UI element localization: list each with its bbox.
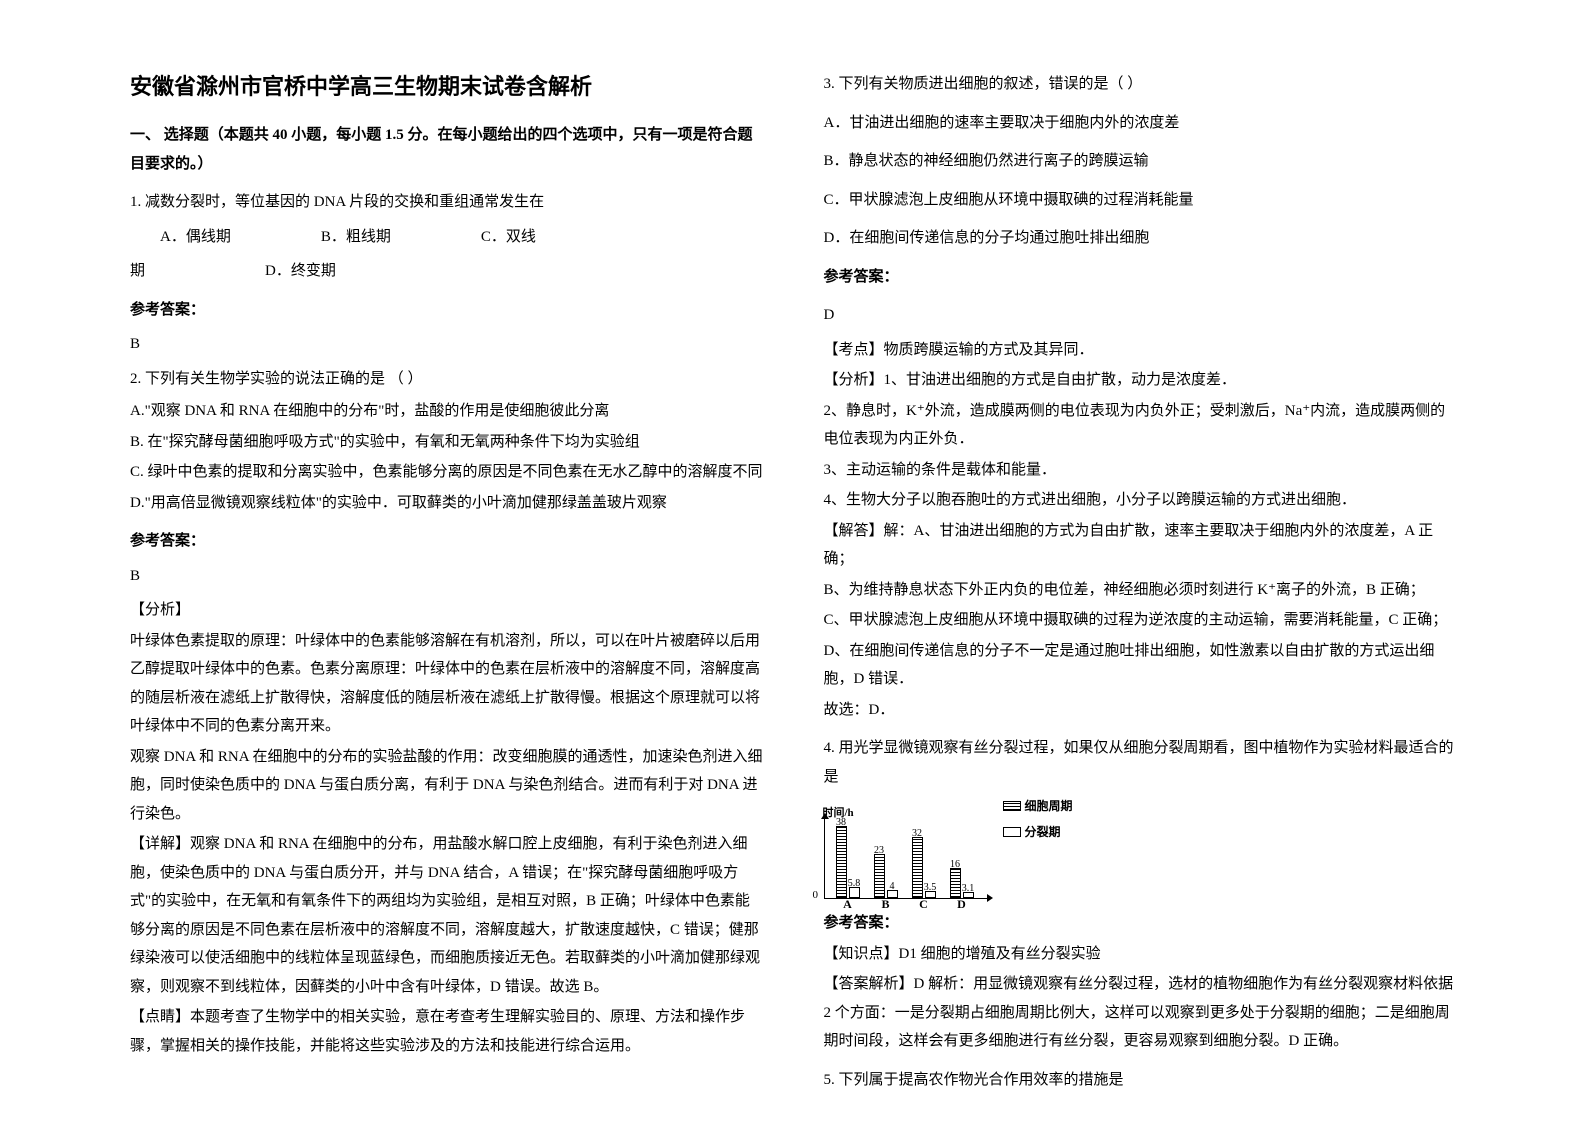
- q2-opt-a: A."观察 DNA 和 RNA 在细胞中的分布"时，盐酸的作用是使细胞彼此分离: [130, 397, 764, 426]
- q3-opt-b: B．静息状态的神经细胞仍然进行离子的跨膜运输: [824, 147, 1458, 176]
- bar-value: 32: [912, 824, 922, 843]
- q3-conclusion: 故选：D．: [824, 696, 1458, 725]
- chart-zero: 0: [813, 885, 819, 906]
- q4-exp: 答案解析D 解析：用显微镜观察有丝分裂过程，选材的植物细胞作为有丝分裂观察材料依…: [824, 970, 1458, 1056]
- q3-opt-d: D．在细胞间传递信息的分子均通过胞吐排出细胞: [824, 224, 1458, 253]
- q4-kp: 知识点D1 细胞的增殖及有丝分裂实验: [824, 940, 1458, 969]
- q3-text: 3. 下列有关物质进出细胞的叙述，错误的是（ ）: [824, 70, 1458, 99]
- q1-answer: B: [130, 330, 764, 359]
- bar-value: 38: [836, 813, 846, 832]
- bar-value: 4: [890, 877, 895, 896]
- bar-cell-cycle: 23: [874, 854, 885, 898]
- q1-options-row1: A．偶线期 B．粗线期 C．双线: [130, 223, 764, 252]
- chart-group: 385.8A: [835, 826, 861, 898]
- q2-point: 点睛本题考查了生物学中的相关实验，意在考查考生理解实验目的、原理、方法和操作步骤…: [130, 1003, 764, 1060]
- q3-fx: 分析1、甘油进出细胞的方式是自由扩散，动力是浓度差．: [824, 366, 1458, 395]
- q2-detail: 详解观察 DNA 和 RNA 在细胞中的分布，用盐酸水解口腔上皮细胞，有利于染色…: [130, 830, 764, 1001]
- q3-fx3: 3、主动运输的条件是载体和能量．: [824, 456, 1458, 485]
- legend-series-1: 细胞周期: [1003, 795, 1073, 818]
- bar-value: 16: [950, 855, 960, 874]
- legend-series-2: 分裂期: [1003, 821, 1073, 844]
- right-column: 3. 下列有关物质进出细胞的叙述，错误的是（ ） A．甘油进出细胞的速率主要取决…: [794, 70, 1488, 1052]
- q3-jd2: B、为维持静息状态下外正内负的电位差，神经细胞必须时刻进行 K⁺离子的外流，B …: [824, 576, 1458, 605]
- bar-cell-cycle: 32: [912, 837, 923, 898]
- q4-text: 4. 用光学显微镜观察有丝分裂过程，如果仅从细胞分裂周期看，图中植物作为实验材料…: [824, 734, 1458, 791]
- q3-kd: 考点物质跨膜运输的方式及其异同．: [824, 336, 1458, 365]
- bar-cell-cycle: 38: [836, 826, 847, 898]
- q2-opt-b: B. 在"探究酵母菌细胞呼吸方式"的实验中，有氧和无氧两种条件下均为实验组: [130, 428, 764, 457]
- q3-answer-label: 参考答案：: [824, 263, 1458, 292]
- q3-fx4: 4、生物大分子以胞吞胞吐的方式进出细胞，小分子以跨膜运输的方式进出细胞．: [824, 486, 1458, 515]
- q1-text: 1. 减数分裂时，等位基因的 DNA 片段的交换和重组通常发生在: [130, 188, 764, 217]
- q2-opt-c: C. 绿叶中色素的提取和分离实验中，色素能够分离的原因是不同色素在无水乙醇中的溶…: [130, 458, 764, 487]
- q1-opt-c: C．双线: [481, 223, 536, 252]
- chart-group: 323.5C: [911, 837, 937, 898]
- q1-opt-b: B．粗线期: [321, 223, 391, 252]
- chart-group-label: A: [843, 893, 852, 916]
- bar-value: 23: [874, 841, 884, 860]
- chart-group-label: B: [881, 893, 889, 916]
- question-5: 5. 下列属于提高农作物光合作用效率的措施是: [824, 1066, 1458, 1095]
- page-title: 安徽省滁州市官桥中学高三生物期末试卷含解析: [130, 70, 764, 103]
- q1-options-row2: 期 D．终变期: [130, 257, 764, 286]
- chart-group-label: C: [919, 893, 928, 916]
- q3-opt-c: C．甲状腺滤泡上皮细胞从环境中摄取碘的过程消耗能量: [824, 186, 1458, 215]
- q2-analysis-p1: 叶绿体色素提取的原理：叶绿体中的色素能够溶解在有机溶剂，所以，可以在叶片被磨碎以…: [130, 627, 764, 741]
- q1-opt-c-cont: 期: [130, 257, 145, 286]
- chart-legend: 细胞周期 分裂期: [1003, 795, 1073, 847]
- q1-opt-d: D．终变期: [265, 257, 336, 286]
- q5-text: 5. 下列属于提高农作物光合作用效率的措施是: [824, 1066, 1458, 1095]
- q2-opt-d: D."用高倍显微镜观察线粒体"的实验中．可取藓类的小叶滴加健那绿盖盖玻片观察: [130, 489, 764, 518]
- section-1-header: 一、 选择题（本题共 40 小题，每小题 1.5 分。在每小题给出的四个选项中，…: [130, 121, 764, 178]
- chart-figure: 时间/h 0 385.8A234B323.5C163.1D: [824, 819, 987, 899]
- q1-opt-a: A．偶线期: [160, 223, 231, 252]
- q2-text: 2. 下列有关生物学实验的说法正确的是 （ ）: [130, 365, 764, 394]
- q2-analysis-p2: 观察 DNA 和 RNA 在细胞中的分布的实验盐酸的作用：改变细胞膜的通透性，加…: [130, 743, 764, 829]
- bar-value: 5.8: [848, 874, 861, 893]
- q3-opt-a: A．甘油进出细胞的速率主要取决于细胞内外的浓度差: [824, 109, 1458, 138]
- question-4: 4. 用光学显微镜观察有丝分裂过程，如果仅从细胞分裂周期看，图中植物作为实验材料…: [824, 734, 1458, 1056]
- chart-group: 163.1D: [949, 868, 975, 898]
- q3-jd3: C、甲状腺滤泡上皮细胞从环境中摄取碘的过程为逆浓度的主动运输，需要消耗能量，C …: [824, 606, 1458, 635]
- q2-analysis-label: 分析: [130, 596, 764, 625]
- q3-jd: 解答解：A、甘油进出细胞的方式为自由扩散，速率主要取决于细胞内外的浓度差，A 正…: [824, 517, 1458, 574]
- q2-answer: B: [130, 562, 764, 591]
- question-1: 1. 减数分裂时，等位基因的 DNA 片段的交换和重组通常发生在 A．偶线期 B…: [130, 188, 764, 359]
- legend-swatch-striped: [1003, 801, 1021, 811]
- legend-label-1: 细胞周期: [1025, 795, 1073, 818]
- q4-chart: 时间/h 0 385.8A234B323.5C163.1D 细胞周期 分裂期: [824, 799, 1458, 899]
- question-3: 3. 下列有关物质进出细胞的叙述，错误的是（ ） A．甘油进出细胞的速率主要取决…: [824, 70, 1458, 724]
- q3-jd4: D、在细胞间传递信息的分子不一定是通过胞吐排出细胞，如性激素以自由扩散的方式运出…: [824, 637, 1458, 694]
- left-column: 安徽省滁州市官桥中学高三生物期末试卷含解析 一、 选择题（本题共 40 小题，每…: [100, 70, 794, 1052]
- q3-answer: D: [824, 301, 1458, 330]
- chart-group: 234B: [873, 854, 899, 898]
- legend-label-2: 分裂期: [1025, 821, 1061, 844]
- question-2: 2. 下列有关生物学实验的说法正确的是 （ ） A."观察 DNA 和 RNA …: [130, 365, 764, 1061]
- q2-answer-label: 参考答案：: [130, 527, 764, 556]
- legend-swatch-empty: [1003, 827, 1021, 837]
- q1-answer-label: 参考答案：: [130, 296, 764, 325]
- chart-group-label: D: [957, 893, 966, 916]
- q3-fx2: 2、静息时，K⁺外流，造成膜两侧的电位表现为内负外正；受刺激后，Na⁺内流，造成…: [824, 397, 1458, 454]
